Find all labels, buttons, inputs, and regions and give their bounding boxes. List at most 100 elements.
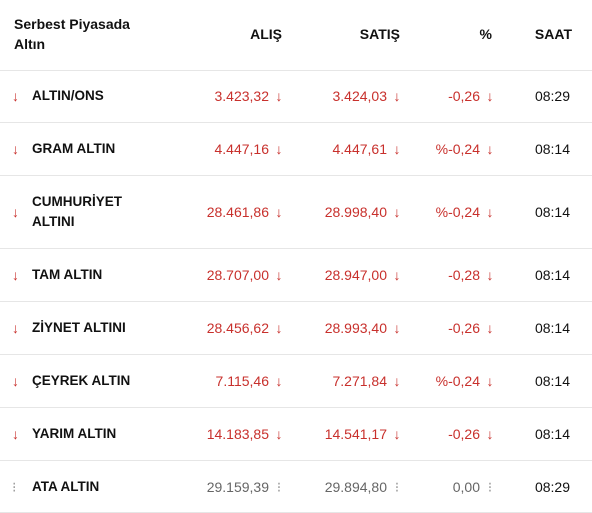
time-value: 08:14 [534,141,570,157]
arrow-down-icon: ↓ [486,88,494,104]
alis-value: 28.456,62 [206,320,269,336]
arrow-down-icon: ↓ [12,267,19,283]
time-value: 08:14 [534,426,570,442]
arrow-down-icon: ↓ [486,320,494,336]
time-cell: 08:29 [535,70,570,122]
time-cell: 08:14 [535,249,570,301]
satis-value: 7.271,84 [332,373,388,389]
satis-cell: 28.993,40 ↓ [325,302,402,354]
instrument-name[interactable]: CUMHURİYET ALTINI [32,194,122,229]
alis-value: 4.447,16 [214,141,270,157]
arrow-down-icon: ↓ [275,141,283,157]
satis-cell: 3.424,03 ↓ [333,70,403,122]
arrow-down-icon: ↓ [486,373,494,389]
time-cell: 08:14 [535,408,570,460]
column-header-saat[interactable]: SAAT [534,26,572,42]
arrow-down-icon: ↓ [393,88,401,104]
instrument-name[interactable]: ÇEYREK ALTIN [32,373,131,388]
alis-cell: 28.707,00 ↓ [207,249,284,301]
instrument-name-cell: ↓ ÇEYREK ALTIN [12,355,162,407]
arrow-down-icon: ↓ [275,88,283,104]
neutral-dots-icon: ⁝ [276,478,282,495]
arrow-down-icon: ↓ [275,320,283,336]
instrument-name-cell: ⁝ ATA ALTIN [12,461,162,512]
satis-cell: 28.947,00 ↓ [325,249,402,301]
arrow-down-icon: ↓ [393,267,401,283]
percent-cell: %-0,24 ↓ [436,123,495,175]
time-value: 08:29 [534,88,570,104]
instrument-name-cell: ↓ TAM ALTIN [12,249,162,301]
arrow-down-icon: ↓ [275,204,283,220]
arrow-down-icon: ↓ [12,320,19,336]
alis-value: 7.115,46 [215,373,269,389]
arrow-down-icon: ↓ [12,373,19,389]
column-header-alis[interactable]: ALIŞ [250,26,282,42]
percent-value: %-0,24 [435,141,480,157]
alis-value: 14.183,85 [206,426,269,442]
alis-cell: 28.456,62 ↓ [207,302,284,354]
alis-value: 3.423,32 [214,88,270,104]
percent-value: %-0,24 [435,373,480,389]
percent-value: -0,26 [448,88,480,104]
arrow-down-icon: ↓ [393,141,401,157]
alis-cell: 4.447,16 ↓ [215,123,285,175]
arrow-down-icon: ↓ [12,204,19,220]
percent-value: 0,00 [452,478,480,495]
table-row[interactable]: ↓ GRAM ALTIN 4.447,16 ↓ 4.447,61 ↓ %-0,24 ↓ 08:1… [0,123,592,176]
arrow-down-icon: ↓ [275,426,283,442]
instrument-name[interactable]: ZİYNET ALTINI [32,320,126,335]
instrument-name[interactable]: TAM ALTIN [32,267,103,282]
instrument-name[interactable]: GRAM ALTIN [32,141,116,156]
instrument-name[interactable]: ATA ALTIN [32,478,100,494]
arrow-down-icon: ↓ [393,204,401,220]
table-title: Serbest Piyasada Altın [14,16,130,52]
percent-value: -0,28 [448,267,480,283]
percent-cell: -0,26 ↓ [448,302,495,354]
table-row[interactable]: ↓ CUMHURİYET ALTINI 28.461,86 ↓ 28.998,40 ↓ %-… [0,176,592,249]
instrument-name-cell: ↓ ZİYNET ALTINI [12,302,162,354]
instrument-name-cell: ↓ YARIM ALTIN [12,408,162,460]
time-cell: 08:14 [535,355,570,407]
table-row[interactable]: ↓ ALTIN/ONS 3.423,32 ↓ 3.424,03 ↓ -0,26 ↓ 08:29 [0,70,592,123]
percent-cell: -0,28 ↓ [448,249,495,301]
table-row[interactable]: ↓ TAM ALTIN 28.707,00 ↓ 28.947,00 ↓ -0,28 ↓ 08:1… [0,249,592,302]
instrument-name[interactable]: YARIM ALTIN [32,426,117,441]
instrument-name-cell: ↓ CUMHURİYET ALTINI [12,176,162,248]
time-value: 08:29 [534,478,570,495]
satis-cell: 28.998,40 ↓ [325,176,402,248]
percent-cell: -0,26 ↓ [448,70,495,122]
column-header-satis[interactable]: SATIŞ [359,26,400,42]
satis-value: 14.541,17 [324,426,387,442]
alis-value: 29.159,39 [206,478,269,495]
satis-value: 3.424,03 [332,88,388,104]
instrument-name[interactable]: ALTIN/ONS [32,88,104,103]
alis-cell: 7.115,46 ↓ [216,355,284,407]
satis-value: 28.947,00 [324,267,387,283]
time-value: 08:14 [534,204,570,220]
column-header-percent[interactable]: % [479,26,492,42]
satis-value: 28.993,40 [324,320,387,336]
arrow-down-icon: ↓ [486,426,494,442]
satis-cell: 4.447,61 ↓ [333,123,403,175]
table-row[interactable]: ↓ ÇEYREK ALTIN 7.115,46 ↓ 7.271,84 ↓ %-0,24 ↓ 08… [0,355,592,408]
table-row[interactable]: ↓ YARIM ALTIN 14.183,85 ↓ 14.541,17 ↓ -0,26 ↓ 08… [0,408,592,461]
table-row[interactable]: ↓ ZİYNET ALTINI 28.456,62 ↓ 28.993,40 ↓ -0,26 ↓… [0,302,592,355]
arrow-down-icon: ↓ [12,141,19,157]
time-cell: 08:14 [535,123,570,175]
percent-cell: %-0,24 ↓ [436,355,495,407]
percent-cell: %-0,24 ↓ [436,176,495,248]
table-row[interactable]: ⁝ ATA ALTIN 29.159,39 ⁝ 29.894,80 ⁝ 0,00 ⁝ 08:29 [0,461,592,513]
arrow-down-icon: ↓ [486,141,494,157]
arrow-down-icon: ↓ [486,204,494,220]
neutral-dots-icon: ⁝ [12,478,17,495]
alis-cell: 14.183,85 ↓ [207,408,284,460]
alis-cell: 29.159,39 ⁝ [207,461,284,512]
alis-cell: 3.423,32 ↓ [215,70,285,122]
arrow-down-icon: ↓ [12,88,19,104]
satis-cell: 29.894,80 ⁝ [325,461,402,512]
alis-value: 28.461,86 [206,204,269,220]
time-cell: 08:29 [535,461,570,512]
satis-value: 4.447,61 [332,141,388,157]
percent-cell: -0,26 ↓ [448,408,495,460]
